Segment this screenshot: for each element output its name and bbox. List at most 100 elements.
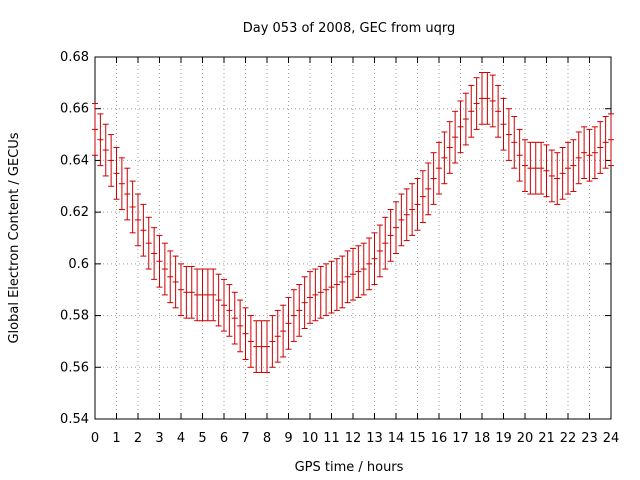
x-axis-ticks: 0 1 2 3 4 5 6 7 8 9 10 11 12 13 14 15 16 17 18 19 20 21 22 23 24: [91, 57, 619, 446]
error-bar-point: [307, 271, 313, 324]
error-bar-point: [221, 278, 227, 332]
error-bar-point: [495, 84, 502, 138]
error-bar-point: [554, 152, 561, 205]
error-bar-point: [522, 139, 528, 192]
error-bar-point: [204, 268, 211, 322]
x-tick-label: 16: [431, 431, 448, 446]
error-bar-point: [398, 193, 405, 247]
error-bar-point: [602, 115, 609, 169]
error-bar-point: [301, 276, 308, 329]
error-bar-point: [124, 167, 131, 221]
error-bar-point: [231, 291, 238, 345]
error-bar-point: [172, 255, 179, 309]
error-bar-point: [113, 147, 120, 200]
error-bar-point: [548, 149, 555, 203]
error-bar-point: [129, 180, 136, 234]
error-bar-point: [436, 141, 442, 195]
error-bar-point: [581, 126, 588, 180]
error-bar-point: [597, 121, 604, 174]
x-tick-label: 11: [323, 431, 340, 446]
error-bar-point: [145, 216, 152, 270]
y-tick-label: 0.68: [60, 50, 89, 65]
x-tick-label: 8: [263, 431, 271, 446]
x-tick-label: 2: [134, 431, 142, 446]
x-tick-label: 6: [220, 431, 228, 446]
x-axis-label: GPS time / hours: [295, 460, 404, 475]
error-bar-point: [167, 250, 174, 304]
x-tick-label: 5: [198, 431, 206, 446]
error-bar-point: [280, 304, 287, 358]
error-bar-point: [274, 309, 281, 363]
error-bar-point: [376, 224, 383, 278]
x-tick-label: 0: [91, 431, 99, 446]
error-bar-point: [505, 108, 512, 161]
error-bar-point: [457, 100, 464, 154]
error-bar-point: [188, 265, 195, 319]
error-bar-point: [226, 284, 233, 337]
error-bar-point: [409, 183, 416, 236]
error-bar-point: [108, 134, 115, 187]
x-tick-label: 24: [603, 431, 620, 446]
y-tick-label: 0.64: [60, 153, 89, 168]
y-axis-ticks: 0.54 0.56 0.58 0.6 0.62 0.64 0.66 0.68: [60, 50, 611, 427]
error-bar-point: [538, 141, 545, 195]
error-bar-point: [199, 268, 206, 322]
error-bar-point: [473, 77, 480, 130]
error-bar-point: [516, 128, 523, 182]
error-bar-point: [565, 141, 571, 195]
error-bar-point: [344, 250, 351, 304]
error-bar-point: [242, 307, 249, 361]
y-tick-label: 0.56: [60, 360, 89, 375]
error-bar-point: [452, 110, 459, 164]
error-bar-point: [183, 265, 190, 319]
error-bar-series: [92, 72, 614, 373]
y-tick-label: 0.62: [60, 205, 89, 220]
error-bar-point: [118, 157, 125, 211]
error-bar-point: [489, 74, 496, 128]
error-bar-point: [382, 216, 389, 270]
error-bar-point: [430, 152, 437, 205]
x-tick-label: 1: [112, 431, 120, 446]
x-tick-label: 14: [388, 431, 405, 446]
error-bar-point: [500, 97, 507, 151]
error-bar-point: [543, 144, 550, 198]
error-bar-point: [570, 139, 577, 192]
error-bar-point: [312, 268, 319, 322]
error-bar-point: [269, 315, 276, 368]
error-bar-point: [323, 263, 330, 317]
x-tick-label: 19: [495, 431, 512, 446]
error-bar-point: [285, 296, 292, 350]
x-tick-label: 22: [560, 431, 577, 446]
x-tick-label: 12: [345, 431, 362, 446]
error-bar-point: [371, 232, 378, 286]
x-tick-label: 9: [284, 431, 292, 446]
error-bar-point: [92, 103, 98, 156]
error-bar-point: [441, 131, 448, 185]
error-bar-point: [102, 123, 109, 177]
error-bar-point: [425, 162, 432, 216]
x-tick-label: 20: [517, 431, 534, 446]
error-bar-point: [215, 273, 222, 327]
error-bar-point: [290, 289, 297, 342]
error-bar-point: [366, 237, 373, 291]
x-tick-label: 23: [581, 431, 598, 446]
error-bar-point: [350, 247, 356, 301]
error-bar-point: [532, 141, 539, 195]
error-bar-point: [468, 84, 475, 138]
error-bar-point: [156, 234, 163, 288]
error-bar-point: [161, 242, 168, 296]
error-bar-point: [608, 113, 614, 167]
error-bar-point: [264, 320, 270, 373]
x-tick-label: 3: [155, 431, 163, 446]
error-bar-point: [296, 284, 303, 337]
error-bar-point: [403, 188, 410, 242]
x-tick-label: 15: [409, 431, 426, 446]
error-bar-point: [247, 315, 254, 368]
error-bar-point: [360, 242, 367, 296]
x-tick-label: 4: [177, 431, 185, 446]
error-bar-point: [151, 227, 158, 280]
error-bar-point: [511, 115, 518, 169]
gridlines: [95, 57, 611, 419]
error-bar-point: [237, 299, 244, 353]
error-bar-point: [328, 260, 335, 314]
